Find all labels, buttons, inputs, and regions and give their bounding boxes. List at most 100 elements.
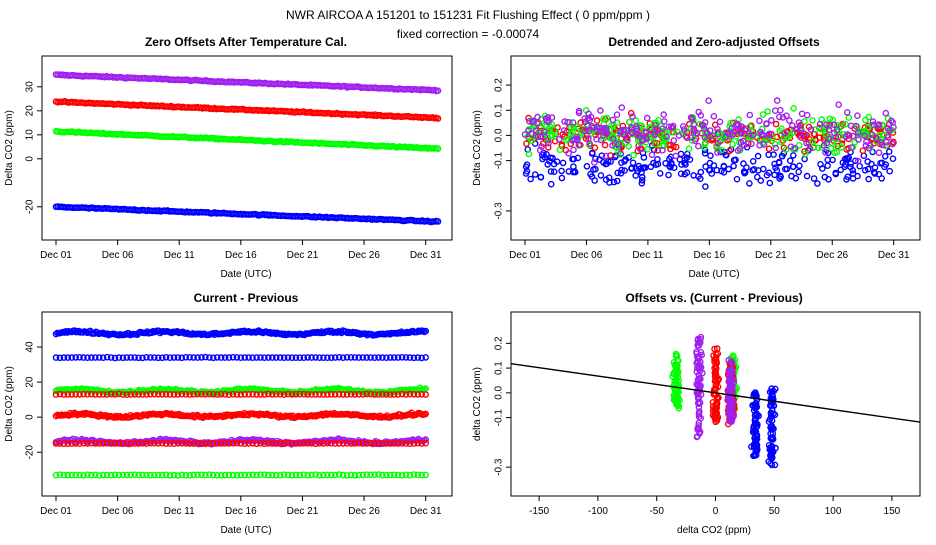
point-blue [681, 170, 689, 178]
point-red-floor [99, 440, 107, 447]
point-green-floor [355, 471, 363, 479]
point-red-low [422, 410, 430, 418]
point-purple [690, 125, 698, 133]
point-cluster-1 [696, 374, 703, 382]
point-green [790, 105, 798, 112]
point-red-floor [383, 440, 390, 447]
point-blue-ring [206, 354, 213, 361]
point-red [683, 134, 691, 141]
point-blue [861, 166, 869, 174]
point-blue [537, 173, 545, 181]
point-red-ring [170, 391, 178, 398]
point-green [701, 144, 708, 151]
point-cluster-0 [671, 368, 679, 375]
point-green-floor [182, 471, 190, 479]
panel-offsets-vs-current: Offsets vs. (Current - Previous) -150 -10… [472, 291, 921, 536]
point-blue-high [64, 329, 71, 336]
point-red-ring [162, 390, 170, 398]
x-tick-label: Dec 06 [102, 250, 134, 261]
point-blue [638, 176, 646, 184]
point-red-ring [123, 391, 131, 399]
point-cluster-7 [767, 454, 775, 461]
point-green-floor [162, 471, 170, 479]
point-red-floor [111, 440, 119, 447]
point-blue [749, 157, 757, 165]
point-red-low [81, 411, 88, 419]
point-blue [775, 158, 783, 166]
point-blue [868, 160, 875, 168]
point-red-floor [320, 440, 327, 447]
point-red-ring [143, 391, 150, 398]
point-purple [889, 119, 897, 126]
x-tick-label: -100 [588, 506, 608, 517]
y-axis-label: delta CO2 (ppm) [472, 367, 483, 441]
point-red-floor [249, 439, 256, 447]
point-blue-ring [339, 354, 347, 362]
point-green [556, 146, 564, 153]
point-purple [787, 143, 795, 150]
point-green [826, 115, 834, 123]
point-blue [666, 155, 673, 163]
point-red-floor [296, 440, 304, 447]
point-blue [638, 173, 646, 181]
x-tick-label: -150 [529, 506, 549, 517]
point-blue-ring [96, 354, 103, 361]
point-blue-ring [335, 353, 343, 361]
point-green-floor [194, 471, 201, 479]
point-green [525, 150, 533, 158]
point-red-floor [166, 440, 174, 447]
x-tick-label: Dec 31 [410, 506, 442, 517]
point-red-floor [410, 440, 418, 447]
point-blue [571, 167, 579, 175]
point-blue-ring [359, 354, 367, 361]
point-red-ring [96, 391, 103, 398]
point-red-floor [206, 440, 213, 447]
point-green [831, 149, 838, 156]
point-blue-ring [300, 354, 308, 362]
point-blue-ring [198, 354, 205, 361]
point-cluster-6 [755, 412, 763, 420]
point-purple [560, 127, 568, 134]
x-tick-label: Dec 06 [102, 506, 134, 517]
point-blue [777, 172, 784, 180]
point-red-floor [213, 440, 221, 447]
point-blue-ring [351, 354, 359, 361]
point-green-floor [92, 471, 99, 479]
point-green [834, 140, 842, 148]
point-red-ring [406, 390, 414, 398]
point-blue [773, 167, 781, 174]
y-tick-label: 30 [25, 81, 36, 93]
panel-current-previous: Current - Previous Dec 01 Dec 06 Dec 11 Dec… [4, 291, 453, 536]
point-blue [677, 150, 685, 158]
point-blue [590, 166, 597, 173]
point-purple [773, 97, 781, 104]
point-blue [614, 169, 621, 177]
point-green-floor [276, 471, 284, 479]
point-purple [597, 124, 604, 132]
point-green-floor [296, 471, 304, 479]
point-purple [670, 137, 678, 144]
point-purple [830, 121, 838, 128]
point-blue-ring [383, 354, 390, 362]
point-blue [638, 179, 646, 187]
point-blue-ring [111, 354, 119, 362]
point-purple [756, 141, 763, 149]
point-red-low [52, 412, 60, 420]
point-blue-ring [245, 354, 252, 361]
point-red-floor [209, 439, 217, 447]
point-green-floor [386, 471, 394, 479]
point-green [878, 122, 886, 129]
point-purple [772, 107, 779, 114]
point-red-ring [225, 391, 233, 399]
point-purple [863, 138, 870, 145]
point-green-floor [335, 471, 343, 478]
point-blue-ring [107, 354, 115, 361]
point-purple [687, 134, 694, 141]
point-blue-ring [119, 354, 127, 362]
point-blue [770, 151, 777, 158]
point-red-ring [292, 390, 300, 398]
point-blue-ring [80, 354, 87, 361]
point-green [782, 146, 790, 153]
point-green-floor [229, 471, 237, 479]
